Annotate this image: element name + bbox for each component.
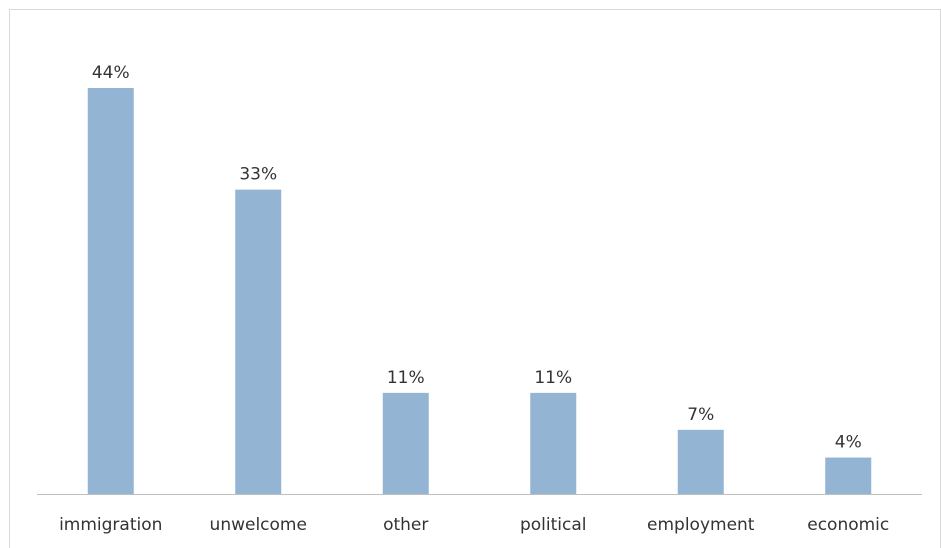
bar-unwelcome (235, 189, 282, 495)
x-tick-label-economic: economic (807, 515, 889, 535)
data-label-political: 11% (534, 368, 572, 388)
bar-immigration (87, 88, 134, 495)
x-tick-label-immigration: immigration (59, 515, 162, 535)
data-label-immigration: 44% (92, 63, 130, 83)
bar-political (530, 392, 577, 495)
data-label-other: 11% (387, 368, 425, 388)
x-tick-label-employment: employment (647, 515, 755, 535)
x-tick-labels-layer: immigration unwelcome other political employ… (59, 515, 889, 535)
data-labels-layer: 44% 33% 11% 11% 7% 4% (92, 63, 862, 453)
x-tick-label-political: political (520, 515, 587, 535)
bar-other (382, 392, 429, 495)
x-tick-label-unwelcome: unwelcome (210, 515, 307, 535)
data-label-economic: 4% (835, 433, 862, 453)
x-tick-label-other: other (383, 515, 428, 535)
bar-economic (825, 457, 872, 495)
bars-layer (87, 88, 872, 495)
data-label-unwelcome: 33% (239, 165, 277, 185)
data-label-employment: 7% (687, 405, 714, 425)
bar-employment (677, 429, 724, 495)
chart-border (9, 9, 941, 548)
